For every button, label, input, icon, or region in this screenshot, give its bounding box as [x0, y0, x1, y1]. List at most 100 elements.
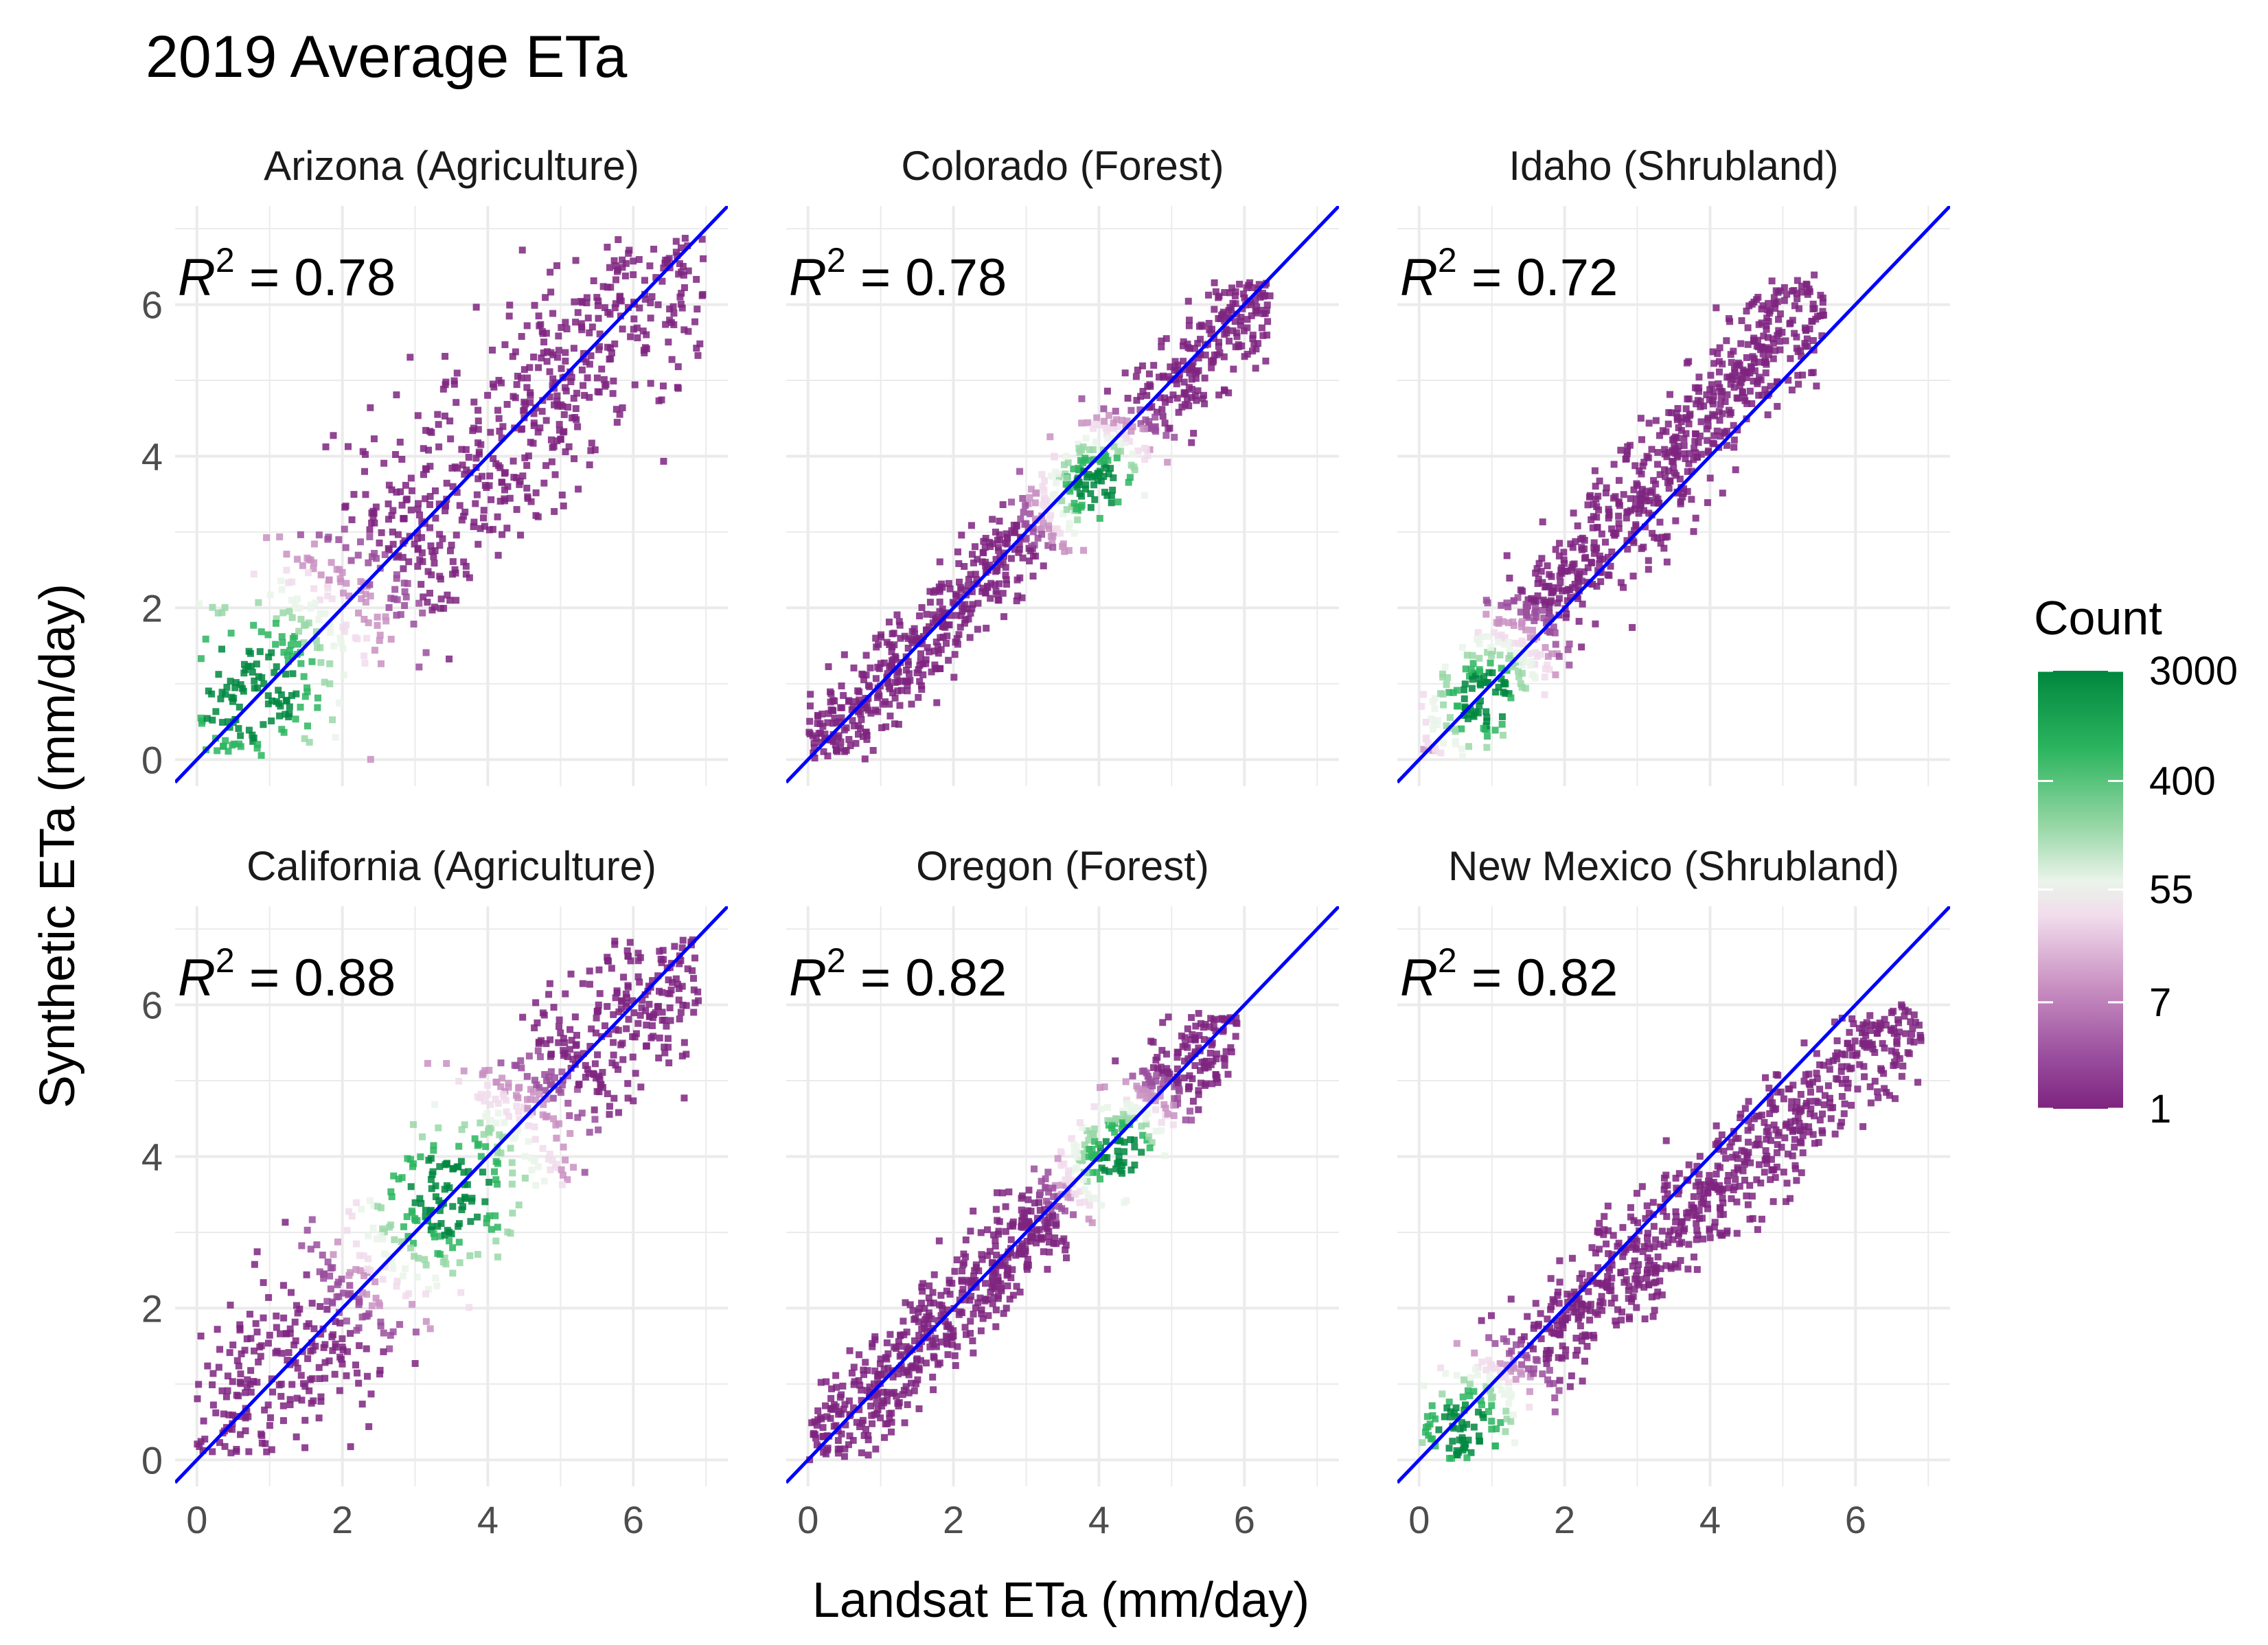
- density-bin: [1676, 475, 1684, 483]
- density-bin: [453, 531, 460, 539]
- density-bin: [372, 555, 380, 562]
- density-bin: [1546, 610, 1553, 617]
- density-bin: [1042, 501, 1050, 509]
- density-bin: [1574, 574, 1581, 582]
- density-bin: [263, 1448, 271, 1456]
- density-bin: [885, 683, 893, 691]
- density-bin: [1422, 718, 1430, 726]
- density-bin: [1068, 1135, 1075, 1142]
- density-bin: [1673, 409, 1680, 417]
- density-bin: [441, 1231, 448, 1239]
- density-bin: [945, 579, 952, 587]
- density-bin: [1005, 1188, 1013, 1196]
- density-bin: [385, 603, 393, 611]
- density-bin: [354, 551, 362, 559]
- density-bin: [908, 636, 915, 644]
- density-bin: [450, 380, 458, 388]
- density-bin: [341, 628, 348, 635]
- density-bin: [1654, 448, 1662, 456]
- density-bin: [1078, 1151, 1086, 1158]
- density-bin: [478, 472, 485, 480]
- density-bin: [571, 455, 578, 463]
- density-bin: [501, 1119, 508, 1127]
- density-bin: [586, 1043, 594, 1050]
- density-bin: [1569, 544, 1577, 551]
- density-bin: [558, 1068, 566, 1076]
- density-bin: [366, 581, 374, 588]
- density-bin: [1562, 614, 1570, 621]
- density-bin: [640, 347, 648, 354]
- density-bin: [527, 389, 534, 396]
- density-bin: [1671, 441, 1678, 449]
- density-bin: [1149, 1064, 1157, 1072]
- density-bin: [488, 1125, 495, 1132]
- density-bin: [1514, 649, 1522, 656]
- density-bin: [526, 364, 534, 371]
- density-bin: [1418, 702, 1425, 710]
- density-bin: [1550, 623, 1557, 631]
- density-bin: [282, 1219, 289, 1226]
- density-bin: [377, 660, 385, 667]
- density-bin: [1622, 455, 1629, 463]
- density-bin: [277, 1330, 284, 1337]
- density-bin: [1776, 346, 1784, 354]
- density-bin: [895, 720, 902, 728]
- density-bin: [1788, 387, 1796, 394]
- density-bin: [1772, 305, 1779, 312]
- density-bin: [1495, 683, 1502, 691]
- density-bin: [1003, 530, 1010, 538]
- density-bin: [1141, 425, 1149, 433]
- density-bin: [1040, 562, 1047, 570]
- density-bin: [273, 1324, 280, 1331]
- density-bin: [314, 704, 321, 711]
- density-bin: [317, 658, 325, 666]
- density-bin: [884, 1364, 892, 1372]
- density-bin: [194, 1395, 201, 1403]
- density-bin: [1019, 554, 1027, 562]
- density-bin: [1629, 573, 1637, 580]
- density-bin: [1879, 1039, 1886, 1047]
- density-bin: [237, 1370, 244, 1378]
- density-bin: [1007, 1274, 1015, 1282]
- density-bin: [1129, 450, 1136, 458]
- density-bin: [1193, 397, 1200, 404]
- density-bin: [1645, 509, 1653, 517]
- density-bin: [658, 277, 666, 285]
- density-bin: [1263, 301, 1271, 309]
- density-bin: [376, 632, 384, 639]
- density-bin: [1572, 1304, 1580, 1312]
- density-bin: [969, 1337, 976, 1344]
- density-bin: [924, 1320, 932, 1328]
- density-bin: [1058, 1237, 1066, 1245]
- density-bin: [899, 1391, 906, 1399]
- density-bin: [315, 616, 323, 623]
- density-bin: [520, 406, 528, 413]
- density-bin: [1127, 406, 1135, 414]
- density-bin: [1594, 1279, 1602, 1287]
- density-bin: [453, 597, 460, 604]
- density-bin: [1603, 484, 1610, 492]
- density-bin: [543, 1077, 551, 1084]
- density-bin: [408, 1207, 415, 1215]
- density-bin: [227, 1449, 235, 1457]
- density-bin: [967, 1318, 974, 1325]
- density-bin: [967, 1330, 974, 1337]
- density-bin: [460, 1169, 468, 1176]
- density-bin: [988, 1259, 996, 1267]
- density-bin: [368, 1302, 376, 1309]
- density-bin: [413, 1217, 421, 1224]
- density-bin: [968, 551, 976, 558]
- density-bin: [1027, 1208, 1035, 1215]
- density-bin: [251, 685, 258, 692]
- density-bin: [1684, 468, 1691, 475]
- density-bin: [540, 479, 548, 487]
- density-bin: [1808, 318, 1815, 325]
- density-bin: [1741, 1105, 1749, 1112]
- density-bin: [827, 706, 835, 713]
- density-bin: [1761, 1169, 1768, 1176]
- density-bin: [477, 1153, 485, 1160]
- one-to-one-line: [786, 206, 1339, 784]
- density-bin: [1763, 325, 1770, 333]
- density-bin: [271, 669, 278, 676]
- density-bin: [277, 577, 285, 584]
